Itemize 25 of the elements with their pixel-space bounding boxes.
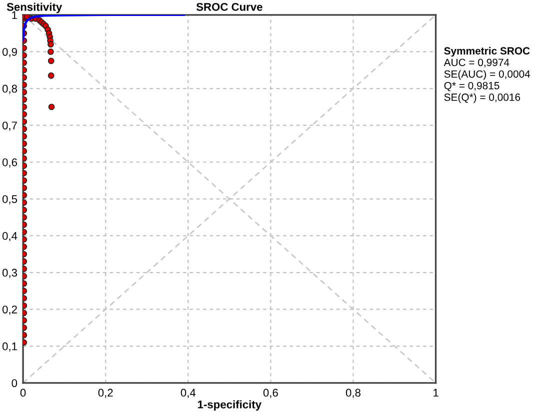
x-tick-label: 0 [20, 388, 26, 397]
y-tick-label: 0,5 [2, 195, 18, 204]
y-tick-label: 1 [12, 11, 17, 19]
chart-title: SROC Curve [196, 2, 262, 11]
text: AUC = 0,9974 [444, 58, 510, 68]
text: SE(Q*) = 0,0016 [444, 93, 520, 103]
y-tick-label: 0,6 [2, 158, 18, 168]
text: SE(AUC) = 0,0004 [444, 70, 530, 80]
y-tick-label: 0,1 [2, 342, 17, 352]
x-tick-label: 0,6 [263, 388, 278, 398]
y-tick-label: 0,9 [2, 48, 17, 58]
text: Q* = 0,9815 [444, 82, 500, 92]
x-tick-label: 0,8 [346, 388, 360, 398]
y-axis-title: Sensitivity [6, 2, 62, 14]
text: Symmetric SROC [444, 46, 530, 57]
x-tick-label: 0,4 [180, 388, 196, 398]
y-tick-label: 0,8 [2, 84, 18, 94]
y-tick-label: 0,2 [2, 306, 17, 315]
y-tick-label: 0,4 [2, 232, 18, 242]
y-tick-label: 0 [12, 379, 18, 388]
x-axis-title: 1-specificity [198, 400, 262, 411]
x-tick-label: 1 [434, 388, 438, 397]
y-tick-label: 0,3 [2, 268, 18, 278]
x-tick-label: 0,2 [98, 388, 113, 398]
y-tick-label: 0,7 [2, 122, 17, 131]
